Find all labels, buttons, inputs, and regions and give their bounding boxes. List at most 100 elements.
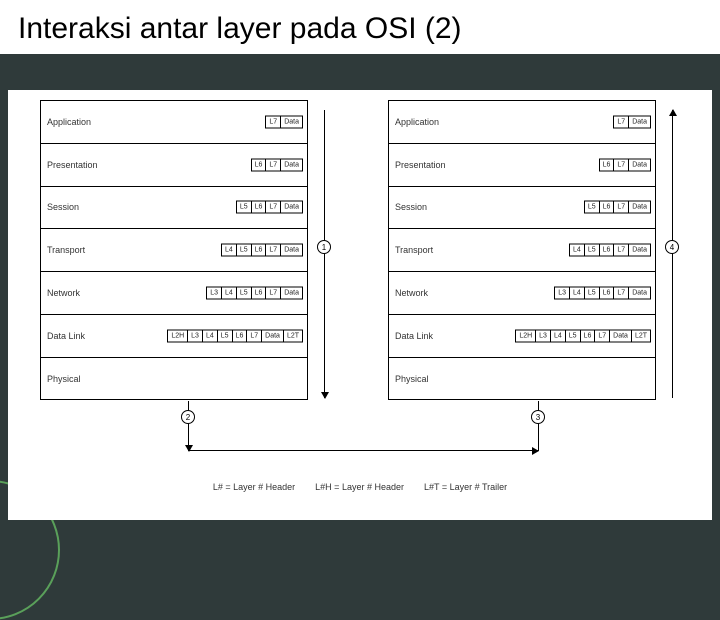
slide-title: Interaksi antar layer pada OSI (2) [0, 0, 720, 54]
pdu-cell: L3 [535, 329, 551, 342]
step-4-circle: 4 [665, 240, 679, 254]
pdu-cell: L3 [187, 329, 203, 342]
pdu-cell: L3 [206, 287, 222, 300]
pdu-cells: L4L5L6L7Data [569, 244, 651, 257]
layer-row: Transport L4L5L6L7Data [389, 229, 655, 272]
layer-row: Presentation L6L7Data [389, 144, 655, 187]
pdu-cell: L4 [569, 287, 585, 300]
osi-stack-sender: ApplicationL7DataPresentationL6L7DataSes… [40, 100, 308, 400]
layer-label: Network [395, 288, 428, 298]
arrow-decapsulation [672, 110, 673, 398]
legend: L# = Layer # Header L#H = Layer # Header… [8, 482, 712, 492]
pdu-cells: L7Data [265, 115, 303, 128]
layer-row: Transport L4L5L6L7Data [41, 229, 307, 272]
pdu-cells: L3L4L5L6L7Data [206, 287, 303, 300]
layer-label: Session [47, 202, 79, 212]
pdu-cell: L6 [599, 201, 615, 214]
pdu-cell: L3 [554, 287, 570, 300]
layer-row: SessionL5L6L7Data [389, 187, 655, 230]
layer-row: Application L7Data [389, 101, 655, 144]
legend-item: L#T = Layer # Trailer [424, 482, 507, 492]
pdu-cell: L7 [613, 201, 629, 214]
pdu-cells: L2HL3L4L5L6L7DataL2T [167, 329, 303, 342]
pdu-cell: L7 [613, 287, 629, 300]
pdu-cell: L4 [221, 244, 237, 257]
layer-label: Application [395, 117, 439, 127]
pdu-cell: L6 [599, 287, 615, 300]
pdu-cell: L5 [217, 329, 233, 342]
pdu-cell: L2H [515, 329, 536, 342]
layer-label: Transport [395, 245, 433, 255]
pdu-cell: L7 [265, 201, 281, 214]
layer-row: Data LinkL2HL3L4L5L6L7DataL2T [389, 315, 655, 358]
pdu-cell: L7 [265, 244, 281, 257]
arrow-encapsulation [324, 110, 325, 398]
layer-row: Session L5L6L7Data [41, 187, 307, 230]
pdu-cells: L7Data [613, 115, 651, 128]
pdu-cell: L7 [246, 329, 262, 342]
layer-label: Presentation [47, 160, 98, 170]
layer-label: Transport [47, 245, 85, 255]
pdu-cell: L5 [584, 244, 600, 257]
pdu-cell: L7 [613, 244, 629, 257]
pdu-cell: L2H [167, 329, 188, 342]
step-2-circle: 2 [181, 410, 195, 424]
step-3-circle: 3 [531, 410, 545, 424]
arrow-physical-medium [188, 450, 538, 451]
layer-row: ApplicationL7Data [41, 101, 307, 144]
pdu-cell: L5 [236, 244, 252, 257]
pdu-cells: L6L7Data [251, 158, 303, 171]
legend-item: L# = Layer # Header [213, 482, 295, 492]
pdu-cell: L5 [565, 329, 581, 342]
pdu-cell: Data [628, 115, 651, 128]
layer-label: Presentation [395, 160, 446, 170]
osi-diagram: ApplicationL7DataPresentationL6L7DataSes… [8, 90, 712, 520]
pdu-cell: L6 [251, 158, 267, 171]
slide: Interaksi antar layer pada OSI (2) Appli… [0, 0, 720, 540]
pdu-cell: Data [609, 329, 632, 342]
osi-stack-receiver: ApplicationL7DataPresentationL6L7DataSes… [388, 100, 656, 400]
pdu-cell: L5 [236, 287, 252, 300]
pdu-cells: L6L7Data [599, 158, 651, 171]
arrow-to-medium-left [188, 401, 189, 451]
pdu-cell: L6 [251, 244, 267, 257]
pdu-cell: L2T [283, 329, 303, 342]
layer-label: Data Link [47, 331, 85, 341]
pdu-cell: L7 [265, 287, 281, 300]
pdu-cell: Data [261, 329, 284, 342]
pdu-cell: L7 [265, 115, 281, 128]
layer-row: Physical [389, 358, 655, 401]
pdu-cell: L6 [599, 158, 615, 171]
pdu-cell: L6 [232, 329, 248, 342]
pdu-cell: Data [628, 201, 651, 214]
pdu-cell: L6 [251, 201, 267, 214]
pdu-cell: L7 [594, 329, 610, 342]
layer-label: Network [47, 288, 80, 298]
pdu-cell: Data [628, 244, 651, 257]
pdu-cell: L6 [599, 244, 615, 257]
pdu-cell: L2T [631, 329, 651, 342]
pdu-cells: L3L4L5L6L7Data [554, 287, 651, 300]
arrow-to-medium-right [538, 401, 539, 451]
layer-row: Physical [41, 358, 307, 401]
pdu-cell: Data [280, 244, 303, 257]
pdu-cell: Data [280, 287, 303, 300]
pdu-cell: L5 [236, 201, 252, 214]
pdu-cell: L7 [613, 158, 629, 171]
layer-label: Physical [47, 374, 81, 384]
pdu-cells: L5L6L7Data [236, 201, 303, 214]
step-1-circle: 1 [317, 240, 331, 254]
pdu-cell: Data [628, 287, 651, 300]
layer-label: Data Link [395, 331, 433, 341]
layer-row: Network L3L4L5L6L7Data [389, 272, 655, 315]
pdu-cell: Data [280, 115, 303, 128]
legend-item: L#H = Layer # Header [315, 482, 404, 492]
pdu-cell: L4 [221, 287, 237, 300]
pdu-cells: L5L6L7Data [584, 201, 651, 214]
pdu-cell: Data [280, 201, 303, 214]
pdu-cell: L5 [584, 201, 600, 214]
pdu-cell: L7 [613, 115, 629, 128]
pdu-cell: L5 [584, 287, 600, 300]
pdu-cell: L7 [265, 158, 281, 171]
pdu-cell: L6 [251, 287, 267, 300]
